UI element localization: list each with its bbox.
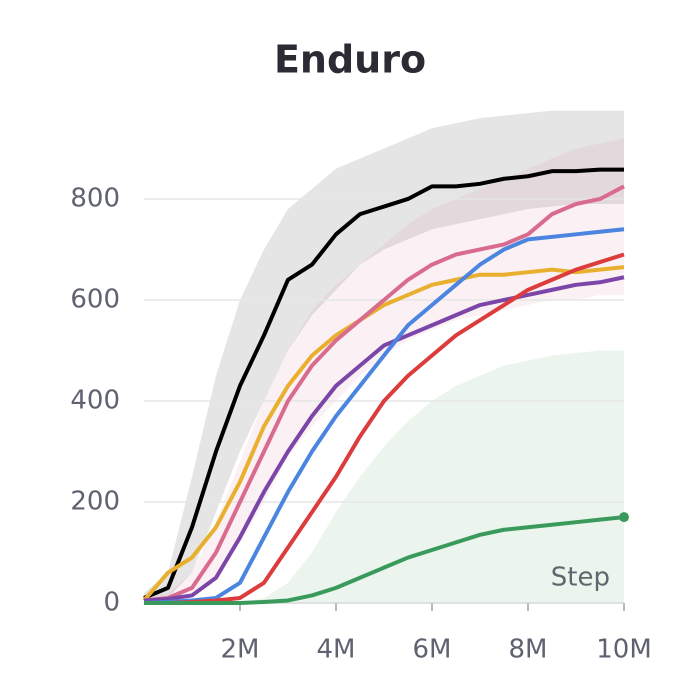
end-marker: [619, 512, 629, 523]
y-tick-label: 400: [70, 385, 120, 415]
band: [144, 138, 624, 604]
line: [144, 515, 625, 605]
chart-title: Enduro: [274, 38, 426, 82]
y-tick-label: 200: [70, 486, 120, 516]
x-tick-label: 10M: [596, 635, 652, 665]
x-tick-label: 6M: [413, 635, 452, 665]
x-tick-label: 8M: [509, 635, 548, 665]
line: [143, 275, 625, 603]
x-tick-label: 2M: [221, 635, 260, 665]
y-tick-label: 800: [70, 183, 120, 213]
y-tick-label: 0: [103, 588, 120, 618]
band: [144, 350, 624, 603]
line: [143, 227, 625, 605]
x-tick-label: 4M: [317, 635, 356, 665]
line: [144, 252, 625, 605]
line: [143, 167, 624, 600]
line: [142, 265, 625, 602]
band: [144, 110, 624, 604]
y-tick-label: 600: [70, 284, 120, 314]
x-axis-label: Step: [551, 563, 610, 593]
line: [143, 184, 625, 603]
